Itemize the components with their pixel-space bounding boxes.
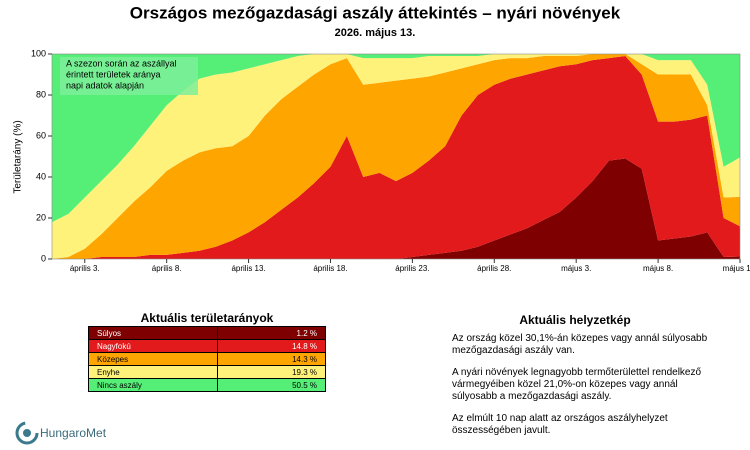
table: Súlyos 1.2 % Nagyfokú 14.8 % Közepes 14.3 % En… bbox=[88, 326, 326, 392]
x-tick-label: május 13. bbox=[723, 264, 750, 273]
summary-paragraph: Az elmúlt 10 nap alatt az országos aszál… bbox=[452, 413, 668, 436]
y-tick-label: 100 bbox=[31, 48, 46, 58]
logo-text: HungaroMet bbox=[40, 426, 107, 440]
table-row: Nagyfokú 14.8 % bbox=[88, 339, 326, 353]
table-row: Nincs aszály 50.5 % bbox=[88, 378, 326, 392]
table-value: 1.2 % bbox=[217, 326, 326, 340]
table-row: Közepes 14.3 % bbox=[88, 352, 326, 366]
x-tick-label: április 23. bbox=[395, 264, 429, 273]
table-row: Súlyos 1.2 % bbox=[88, 326, 326, 340]
table-name: Nagyfokú bbox=[88, 339, 218, 353]
summary-title: Aktuális helyzetkép bbox=[519, 313, 631, 327]
table-value: 19.3 % bbox=[217, 365, 326, 379]
x-tick-label: április 18. bbox=[313, 264, 347, 273]
area bbox=[52, 158, 740, 259]
annotation: napi adatok alapján bbox=[66, 80, 144, 90]
table-name: Közepes bbox=[88, 352, 218, 366]
y-tick-label: 20 bbox=[36, 212, 46, 222]
table-value: 14.3 % bbox=[217, 352, 326, 366]
x-tick-label: április 3. bbox=[70, 264, 100, 273]
table-row: Enyhe 19.3 % bbox=[88, 365, 326, 379]
annotation-box bbox=[60, 57, 198, 95]
summary: Az ország közel 30,1%-án közepes vagy an… bbox=[452, 333, 717, 437]
table-title: Aktuális területarányok bbox=[140, 311, 274, 325]
summary-paragraph: A nyári növények legnagyobb termőterület… bbox=[452, 367, 702, 402]
plot-frame bbox=[51, 53, 741, 260]
chart: Országos mezőgazdasági aszály áttekintés… bbox=[13, 3, 750, 273]
x-tick-label: április 13. bbox=[231, 264, 265, 273]
table-name: Enyhe bbox=[88, 365, 218, 379]
y-axis-label: Területarány (%) bbox=[13, 120, 24, 193]
annotation: A szezon során az aszállyal bbox=[66, 58, 177, 68]
x-tick-label: május 8. bbox=[643, 264, 673, 273]
table-name: Súlyos bbox=[88, 326, 218, 340]
logo-icon bbox=[15, 421, 39, 445]
table-value: 50.5 % bbox=[217, 378, 326, 392]
y-tick-label: 40 bbox=[36, 171, 46, 181]
y-tick-label: 0 bbox=[41, 253, 46, 263]
chart-title: Országos mezőgazdasági aszály áttekintés… bbox=[130, 3, 621, 22]
x-tick-label: április 28. bbox=[477, 264, 511, 273]
summary-paragraph: Az ország közel 30,1%-án közepes vagy an… bbox=[452, 333, 708, 356]
area bbox=[52, 54, 740, 259]
chart-subtitle: 2026. május 13. bbox=[335, 27, 416, 39]
annotation: érintett területek aránya bbox=[66, 69, 161, 79]
y-tick-label: 60 bbox=[36, 130, 46, 140]
area bbox=[52, 54, 740, 259]
x-tick-label: április 8. bbox=[152, 264, 182, 273]
x-tick-label: május 3. bbox=[561, 264, 591, 273]
area bbox=[52, 56, 740, 259]
y-tick-label: 80 bbox=[36, 89, 46, 99]
table-name: Nincs aszály bbox=[88, 378, 218, 392]
table-value: 14.8 % bbox=[217, 339, 326, 353]
